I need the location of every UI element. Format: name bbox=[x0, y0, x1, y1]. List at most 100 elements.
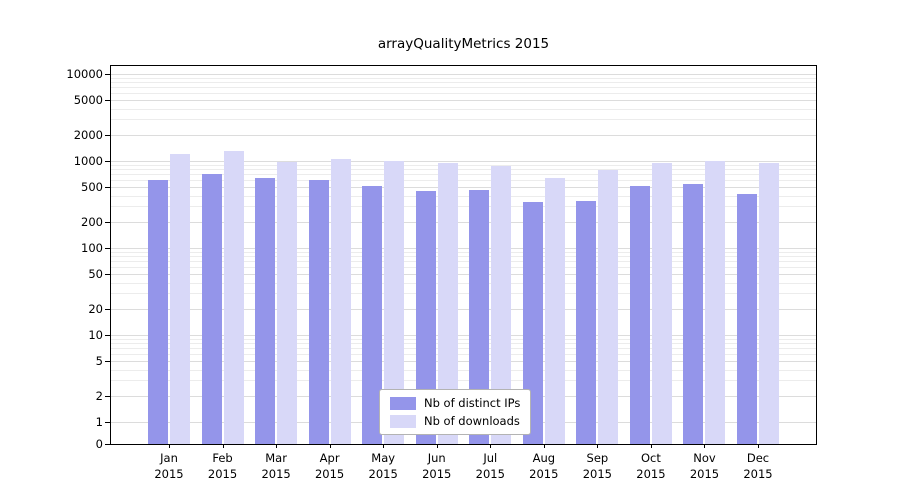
y-tick-label-0: 0 bbox=[95, 437, 103, 451]
x-tick-label-dec: Dec 2015 bbox=[743, 451, 773, 482]
bar-downloads-aug bbox=[544, 177, 565, 444]
gridline bbox=[111, 134, 816, 136]
bar-downloads-jul bbox=[491, 166, 512, 444]
bars-layer bbox=[111, 66, 816, 444]
gridline bbox=[111, 221, 816, 223]
gridline bbox=[111, 77, 816, 79]
x-tick-mark bbox=[169, 444, 170, 448]
gridline bbox=[111, 169, 816, 171]
x-tick-label-mar: Mar 2015 bbox=[261, 451, 291, 482]
bar-distinct-ips-jun bbox=[415, 191, 436, 444]
x-tick-mark bbox=[276, 444, 278, 448]
y-tick-label-2: 2 bbox=[95, 388, 103, 403]
gridline bbox=[111, 206, 816, 208]
bar-downloads-jan bbox=[170, 154, 190, 444]
chart-title: arrayQualityMetrics 2015 bbox=[377, 36, 550, 52]
x-tick-marks bbox=[111, 444, 816, 450]
y-tick-mark bbox=[105, 134, 110, 136]
y-tick-label-10: 10 bbox=[88, 328, 103, 342]
gridline bbox=[111, 100, 816, 102]
bar-downloads-apr bbox=[330, 158, 351, 444]
gridline bbox=[111, 361, 816, 363]
y-tick-mark bbox=[105, 395, 110, 397]
gridline bbox=[111, 380, 816, 382]
gridline bbox=[111, 256, 816, 258]
legend-swatch-distinct-ips bbox=[390, 396, 416, 410]
gridline bbox=[111, 74, 816, 75]
y-tick-label-500: 500 bbox=[81, 180, 103, 195]
legend-label-downloads: Nb of downloads bbox=[424, 414, 520, 428]
gridline bbox=[111, 87, 816, 89]
y-tick-mark bbox=[105, 248, 110, 249]
gridline bbox=[111, 338, 816, 340]
x-tick-label-sep: Sep 2015 bbox=[582, 451, 612, 482]
bar-downloads-sep bbox=[598, 170, 619, 444]
gridline bbox=[111, 180, 816, 182]
bar-distinct-ips-mar bbox=[255, 178, 276, 444]
gridline bbox=[111, 354, 816, 356]
y-tick-label-20: 20 bbox=[88, 301, 103, 316]
gridline bbox=[111, 195, 816, 197]
gridline bbox=[111, 174, 816, 176]
y-tick-mark bbox=[105, 74, 110, 75]
y-tick-mark bbox=[105, 161, 110, 162]
bar-distinct-ips-jan bbox=[148, 180, 168, 444]
bar-distinct-ips-may bbox=[362, 185, 383, 444]
bar-downloads-mar bbox=[277, 162, 298, 444]
y-tick-mark bbox=[105, 335, 110, 336]
y-tick-label-1000: 1000 bbox=[73, 154, 103, 168]
gridline bbox=[111, 343, 816, 345]
gridline bbox=[111, 348, 816, 350]
legend-label-distinct-ips: Nb of distinct IPs bbox=[424, 396, 521, 410]
gridline bbox=[111, 108, 816, 110]
legend-item-distinct-ips: Nb of distinct IPs bbox=[390, 396, 520, 410]
y-tick-label-1: 1 bbox=[95, 415, 103, 429]
x-tick-mark bbox=[436, 444, 438, 448]
legend: Nb of distinct IPs Nb of downloads bbox=[379, 389, 532, 435]
y-tick-mark bbox=[105, 187, 110, 189]
gridline bbox=[111, 261, 816, 263]
y-tick-mark bbox=[105, 221, 110, 223]
y-tick-mark bbox=[105, 274, 110, 276]
x-tick-mark bbox=[329, 444, 331, 448]
gridline bbox=[111, 293, 816, 295]
y-tick-label-5: 5 bbox=[95, 354, 103, 369]
x-tick-label-aug: Aug 2015 bbox=[529, 451, 559, 482]
bar-distinct-ips-dec bbox=[737, 193, 757, 444]
x-tick-label-feb: Feb 2015 bbox=[207, 451, 238, 482]
y-tick-mark bbox=[105, 422, 110, 423]
bar-distinct-ips-oct bbox=[629, 185, 650, 444]
gridline bbox=[111, 335, 816, 336]
legend-item-downloads: Nb of downloads bbox=[390, 414, 520, 428]
y-tick-label-200: 200 bbox=[81, 214, 103, 229]
gridline bbox=[111, 93, 816, 95]
bar-downloads-jun bbox=[437, 163, 458, 444]
legend-swatch-downloads bbox=[390, 414, 416, 428]
y-axis: 0 1 2 5 10 20 50 100 200 500 1000 2000 5000 10000 bbox=[0, 0, 103, 500]
x-axis: Jan 2015 Feb 2015 Mar 2015 Apr 2015 May 2015 Jun 20… bbox=[111, 450, 816, 490]
plot-area bbox=[110, 65, 817, 445]
x-tick-mark bbox=[383, 444, 385, 448]
gridline bbox=[111, 308, 816, 310]
bar-distinct-ips-feb bbox=[201, 174, 222, 444]
x-tick-label-jan: Jan 2015 bbox=[154, 451, 184, 482]
bar-distinct-ips-aug bbox=[522, 201, 543, 444]
y-tick-label-2000: 2000 bbox=[73, 127, 103, 142]
y-tick-mark bbox=[105, 361, 110, 363]
y-tick-mark bbox=[105, 444, 110, 445]
x-tick-mark bbox=[222, 444, 224, 448]
y-tick-label-50: 50 bbox=[88, 267, 103, 282]
bar-downloads-nov bbox=[705, 161, 726, 444]
x-tick-label-may: May 2015 bbox=[368, 451, 398, 482]
y-tick-label-100: 100 bbox=[81, 241, 103, 255]
x-tick-label-jun: Jun 2015 bbox=[422, 451, 452, 482]
x-tick-mark bbox=[758, 444, 759, 448]
gridline bbox=[111, 248, 816, 249]
x-tick-label-oct: Oct 2015 bbox=[636, 451, 666, 482]
x-tick-label-jul: Jul 2015 bbox=[475, 451, 505, 482]
bar-distinct-ips-apr bbox=[308, 179, 329, 444]
gridline bbox=[111, 82, 816, 84]
gridline bbox=[111, 369, 816, 371]
x-tick-mark bbox=[490, 444, 492, 448]
